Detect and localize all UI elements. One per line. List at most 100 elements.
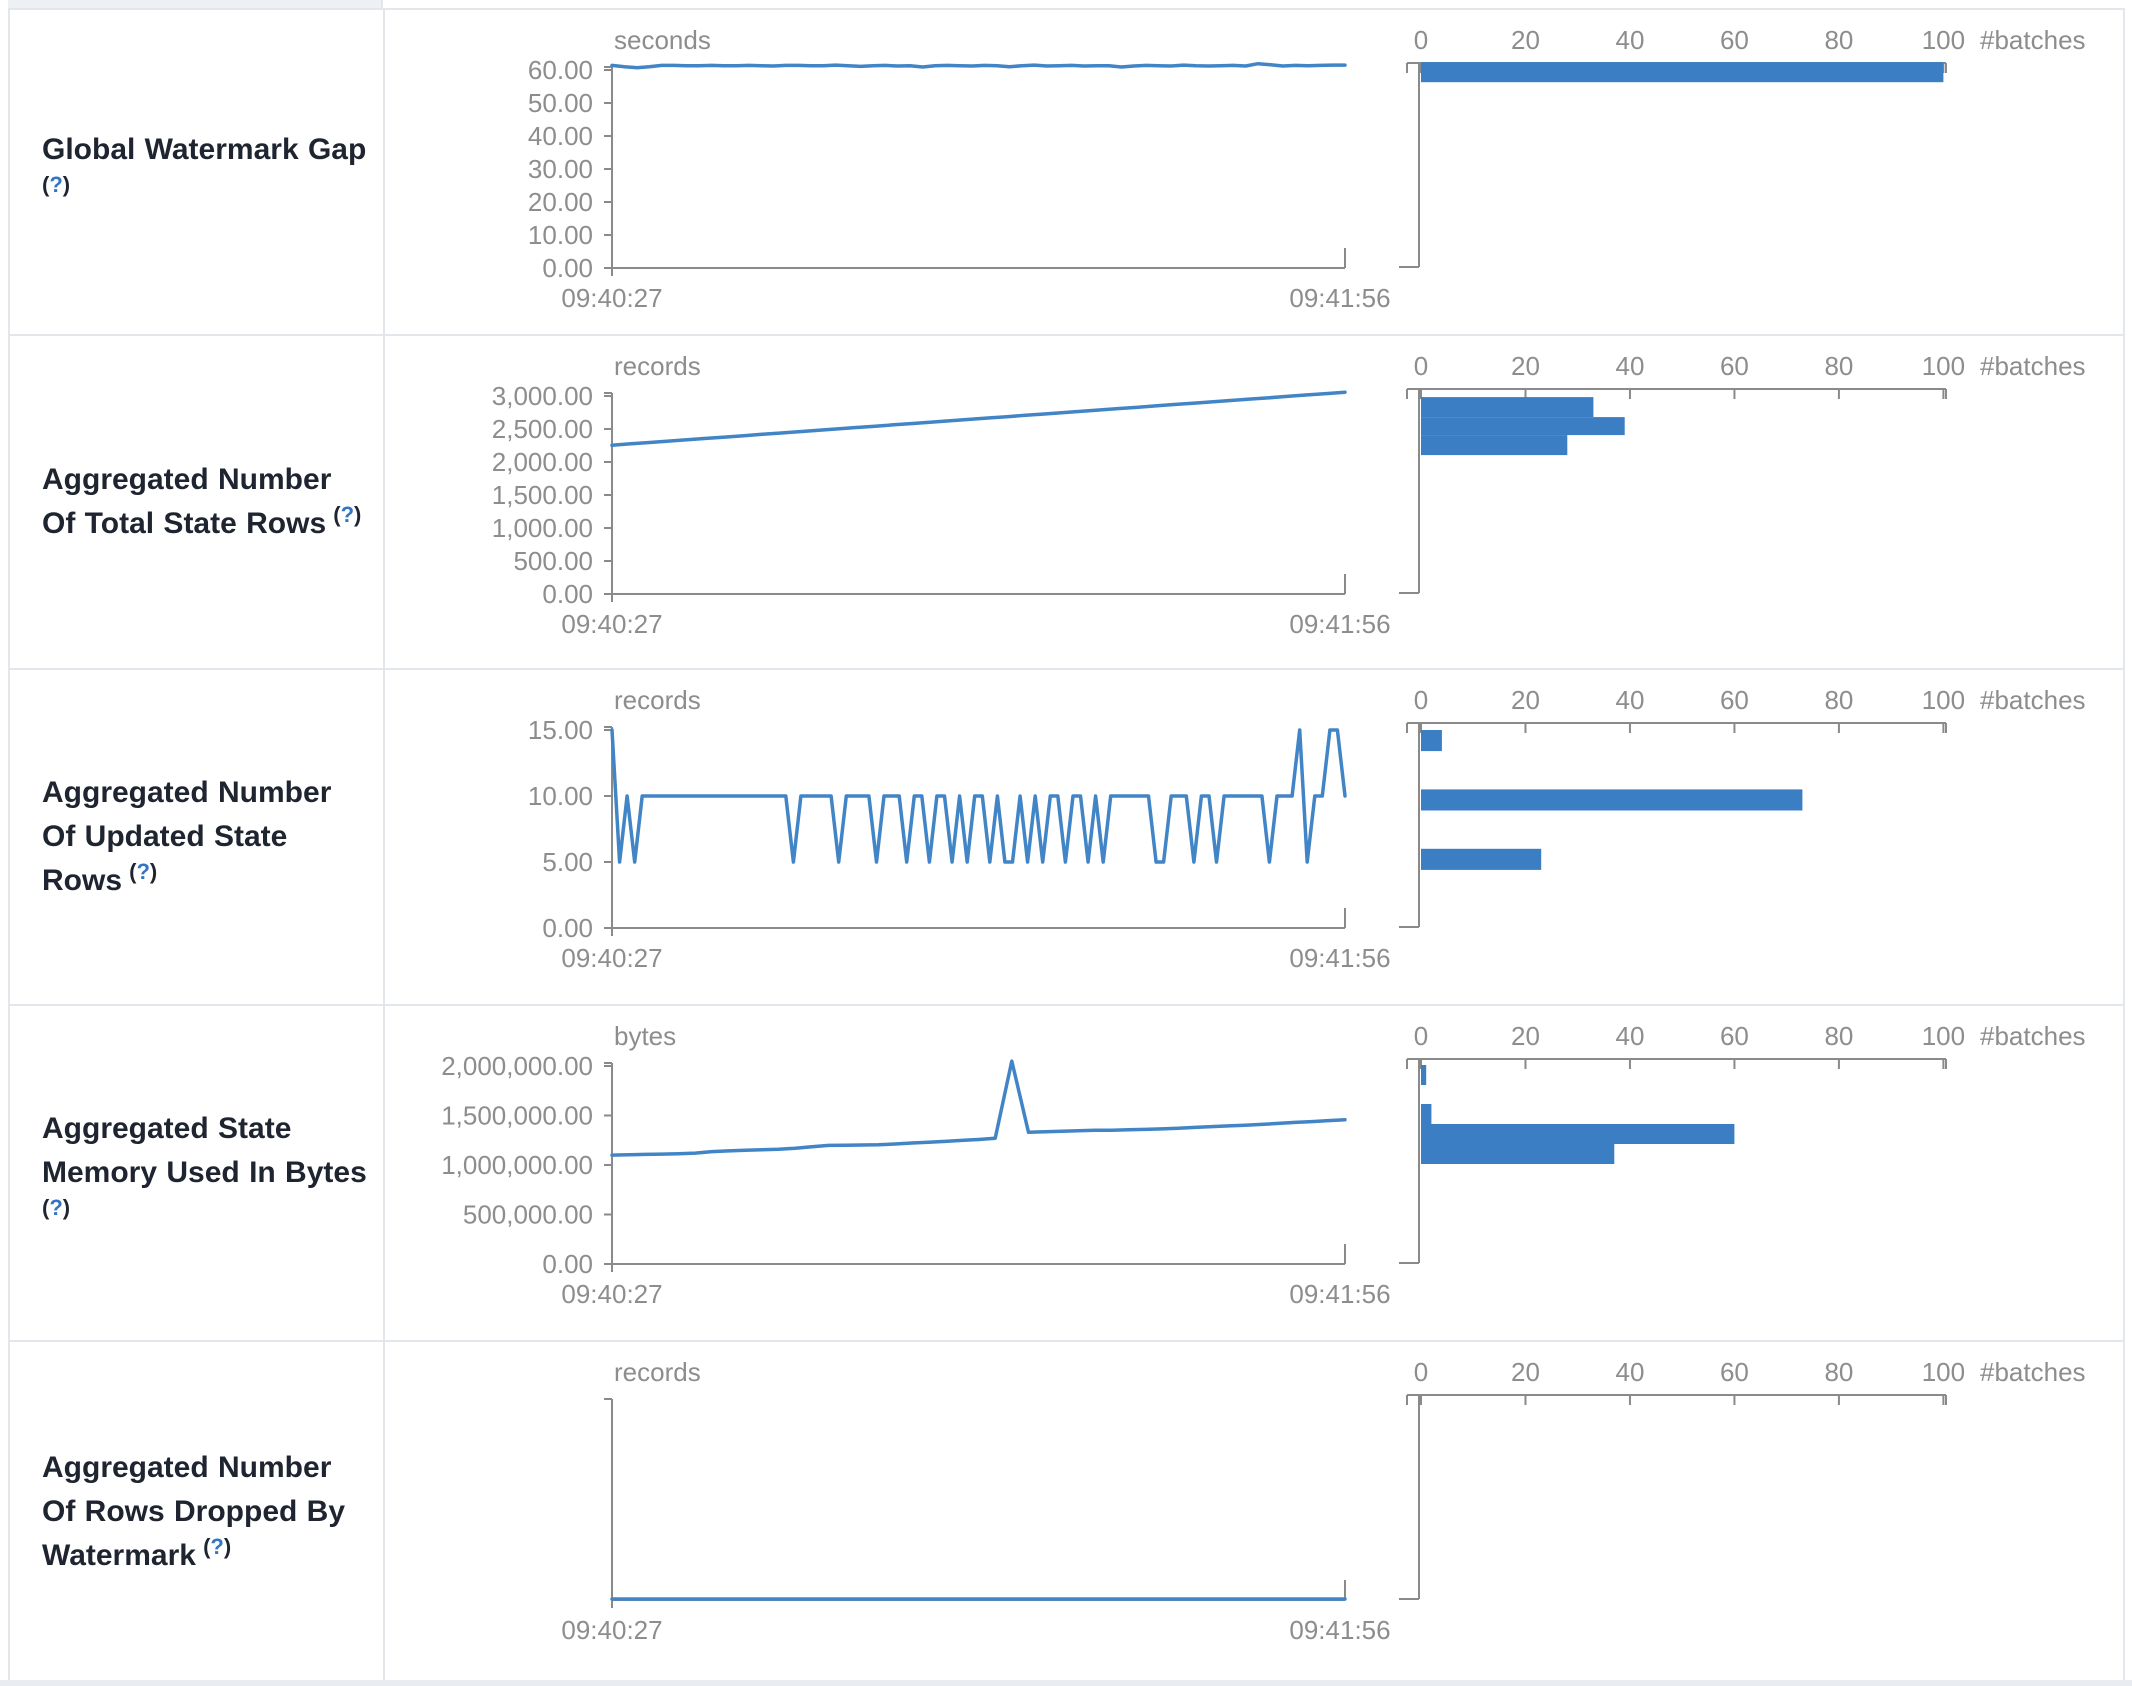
histogram-x-tick-label: 80 <box>1824 685 1853 715</box>
timeline-y-tick-label: 500,000.00 <box>463 1200 593 1230</box>
timeline-y-tick-label: 50.00 <box>528 88 593 118</box>
timeline-x-axis: 09:40:27 09:41:56 <box>561 908 1391 973</box>
metric-name: Aggregated Number Of Updated State Rows <box>42 776 332 897</box>
timeline-x-start-label: 09:40:27 <box>561 609 662 639</box>
metric-charts-svg: seconds 60.0050.0040.0030.0020.0010.000.0… <box>528 25 2086 313</box>
histogram-x-tick-label: 60 <box>1720 1357 1749 1387</box>
help-link[interactable]: ? <box>136 859 150 884</box>
metric-label-cell: Aggregated State Memory Used In Bytes (?… <box>10 1006 385 1340</box>
timeline-y-tick-label: 0.00 <box>542 1249 593 1279</box>
page-background-strip <box>0 1680 2132 1686</box>
timeline-y-tick-label: 40.00 <box>528 121 593 151</box>
timeline-y-tick-label: 1,000.00 <box>492 513 593 543</box>
histogram-x-tick-label: 80 <box>1824 351 1853 381</box>
metric-name: Aggregated Number Of Rows Dropped By Wat… <box>42 1451 346 1572</box>
histogram-x-tick-label: 80 <box>1824 25 1853 55</box>
metric-row: Aggregated Number Of Updated State Rows … <box>10 670 2123 1006</box>
timeline-unit-label: seconds <box>614 25 711 55</box>
histogram-bar <box>1421 1124 1735 1144</box>
timeline-unit-label: records <box>614 351 701 381</box>
timeline-y-axis: 2,000,000.00 1,500,000.00 1,000,000.00 500,… <box>441 1051 613 1279</box>
metric-row: Aggregated Number Of Rows Dropped By Wat… <box>10 1342 2123 1682</box>
timeline-y-tick-label: 0.00 <box>542 913 593 943</box>
timeline-y-tick-label: 2,000.00 <box>492 447 593 477</box>
timeline-y-tick-label: 30.00 <box>528 154 593 184</box>
streaming-statistics-table: Global Watermark Gap (?) seconds 60.00 50.… <box>8 8 2125 1684</box>
metric-chart-cell: records 15.00 10.00 5.00 0.00 09:40:27 09:41:5… <box>385 670 2125 1004</box>
histogram-x-tick-label: 100 <box>1922 1021 1965 1051</box>
help-link[interactable]: ? <box>210 1534 224 1559</box>
timeline-x-start-label: 09:40:27 <box>561 1279 662 1309</box>
timeline-y-tick-label: 1,500,000.00 <box>441 1101 593 1131</box>
timeline-y-axis: 15.00 10.00 5.00 0.00 <box>528 715 613 943</box>
histogram-x-tick-label: 80 <box>1824 1021 1853 1051</box>
metric-label-cell: Global Watermark Gap (?) <box>10 10 385 334</box>
timeline-x-axis: 09:40:27 09:41:56 <box>561 1244 1391 1309</box>
histogram-x-tick-label: 80 <box>1824 1357 1853 1387</box>
histogram-x-tick-label: 40 <box>1615 1357 1644 1387</box>
histogram-unit-label: #batches <box>1980 1021 2086 1051</box>
histogram-x-tick-label: 0 <box>1414 351 1428 381</box>
timeline-line <box>610 728 1347 864</box>
timeline-y-tick-label: 20.00 <box>528 187 593 217</box>
timeline-y-tick-label: 1,500.00 <box>492 480 593 510</box>
timeline-x-end-label: 09:41:56 <box>1289 609 1390 639</box>
histogram-bar <box>1421 789 1803 811</box>
metric-chart-cell: records 3,000.00 2,500.00 2,000.00 1,500.00 1… <box>385 336 2125 668</box>
metric-help: (?) <box>122 859 158 884</box>
timeline-y-tick-label: 2,000,000.00 <box>441 1051 593 1081</box>
histogram-x-tick-label: 0 <box>1414 25 1428 55</box>
histogram-x-tick-label: 20 <box>1511 1357 1540 1387</box>
histogram-axis: 0 20 40 60 80 100 #batches <box>1399 1021 2086 1264</box>
metric-row: Aggregated State Memory Used In Bytes (?… <box>10 1006 2123 1342</box>
timeline-x-start-label: 09:40:27 <box>561 283 662 313</box>
metric-label: Aggregated State Memory Used In Bytes (?… <box>42 1107 372 1239</box>
histogram-x-tick-label: 40 <box>1615 685 1644 715</box>
timeline-y-tick-label: 5.00 <box>542 847 593 877</box>
metric-label: Aggregated Number Of Rows Dropped By Wat… <box>42 1446 372 1578</box>
timeline-y-axis: 3,000.002,500.002,000.001,500.001,000.00… <box>492 381 613 609</box>
histogram-axis: 0 20 40 60 80 100 #batches <box>1399 351 2086 594</box>
histogram-x-tick-label: 20 <box>1511 25 1540 55</box>
metric-name: Aggregated State Memory Used In Bytes <box>42 1112 367 1189</box>
metric-chart-cell: seconds 60.00 50.00 40.00 30.00 20.00 10.00 0.0… <box>385 10 2125 334</box>
histogram-bar <box>1421 397 1594 418</box>
help-link[interactable]: ? <box>340 502 355 527</box>
histogram-x-tick-label: 60 <box>1720 1021 1749 1051</box>
histogram-bar <box>1421 730 1442 752</box>
timeline-x-end-label: 09:41:56 <box>1289 283 1390 313</box>
metric-label-cell: Aggregated Number Of Updated State Rows … <box>10 670 385 1004</box>
histogram-unit-label: #batches <box>1980 685 2086 715</box>
timeline-x-start-label: 09:40:27 <box>561 943 662 973</box>
metric-row: Global Watermark Gap (?) seconds 60.00 50.… <box>10 10 2123 336</box>
histogram-x-tick-label: 40 <box>1615 1021 1644 1051</box>
timeline-x-end-label: 09:41:56 <box>1289 1615 1390 1645</box>
help-link[interactable]: ? <box>49 1195 63 1220</box>
histogram-x-tick-label: 100 <box>1922 685 1965 715</box>
timeline-y-tick-label: 500.00 <box>513 546 593 576</box>
timeline-unit-label: records <box>614 685 701 715</box>
histogram-x-tick-label: 0 <box>1414 1357 1428 1387</box>
histogram-x-tick-label: 60 <box>1720 351 1749 381</box>
timeline-y-tick-label: 10.00 <box>528 220 593 250</box>
histogram-x-tick-label: 40 <box>1615 351 1644 381</box>
timeline-unit-label: records <box>614 1357 701 1387</box>
timeline-y-tick-label: 15.00 <box>528 715 593 745</box>
metric-name: Global Watermark Gap <box>42 133 367 166</box>
metric-name: Aggregated Number Of Total State Rows <box>42 463 332 540</box>
timeline-y-tick-label: 0.00 <box>542 253 593 283</box>
metric-charts-svg: records 09:40:27 09:41:56 0 20 40 60 80 100 #batc… <box>561 1357 2085 1645</box>
metric-label-cell: Aggregated Number Of Rows Dropped By Wat… <box>10 1342 385 1682</box>
metric-label: Aggregated Number Of Total State Rows (?… <box>42 458 372 546</box>
histogram-unit-label: #batches <box>1980 25 2086 55</box>
timeline-line <box>610 1059 1347 1157</box>
timeline-y-tick-label: 60.00 <box>528 55 593 85</box>
histogram-bar <box>1421 417 1625 436</box>
metric-chart-cell: records 09:40:27 09:41:56 0 20 40 60 80 100 #batc… <box>385 1342 2125 1682</box>
histogram-x-tick-label: 20 <box>1511 685 1540 715</box>
metric-charts-svg: bytes 2,000,000.00 1,500,000.00 1,000,000.0… <box>441 1021 2086 1309</box>
help-link[interactable]: ? <box>49 172 63 197</box>
histogram-x-tick-label: 60 <box>1720 685 1749 715</box>
histogram-bar <box>1421 1144 1615 1164</box>
